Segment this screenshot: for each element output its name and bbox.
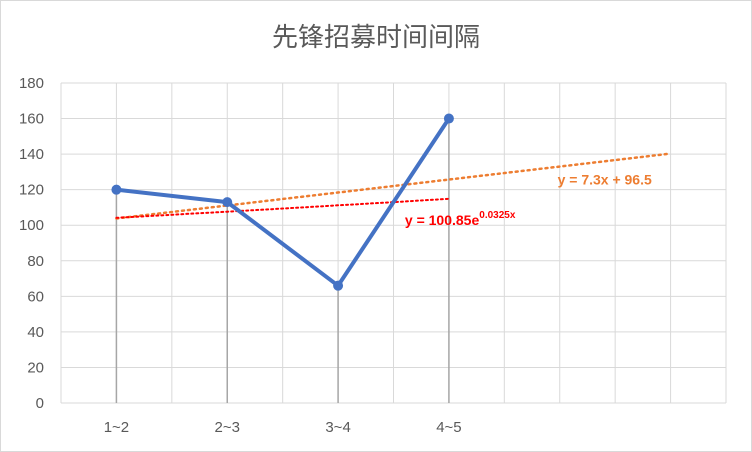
linear-trendline [115,152,672,220]
exponential-trend-label: y = 100.85e0.0325x [405,210,516,228]
y-tick-label: 20 [27,359,44,376]
y-tick-label: 40 [27,324,44,341]
linear-trend-label: y = 7.3x + 96.5 [558,172,652,188]
y-tick-label: 180 [19,75,44,92]
x-tick-label: 2~3 [215,419,240,436]
exp-label-base: y = 100.85e [405,212,480,228]
data-point [333,280,344,291]
chart-title: 先锋招募时间间隔 [272,23,480,53]
drop-lines [115,118,450,403]
data-point [111,184,122,195]
y-tick-label: 120 [19,182,44,199]
series-line [116,117,451,288]
y-tick-label: 80 [27,253,44,270]
series [111,113,454,291]
x-tick-label: 1~2 [104,419,129,436]
x-tick-label: 4~5 [436,419,461,436]
y-axis: 0 20 40 60 80 100 120 140 160 180 [19,75,44,412]
y-tick-label: 0 [36,395,44,412]
data-point [443,113,454,124]
x-axis: 1~2 2~3 3~4 4~5 [104,419,462,436]
y-tick-label: 60 [27,288,44,305]
x-tick-label: 3~4 [325,419,350,436]
y-tick-label: 160 [19,111,44,128]
data-point [222,197,233,208]
grid [60,82,727,404]
y-tick-label: 140 [19,146,44,163]
y-tick-label: 100 [19,217,44,234]
exp-label-exponent: 0.0325x [479,210,516,221]
